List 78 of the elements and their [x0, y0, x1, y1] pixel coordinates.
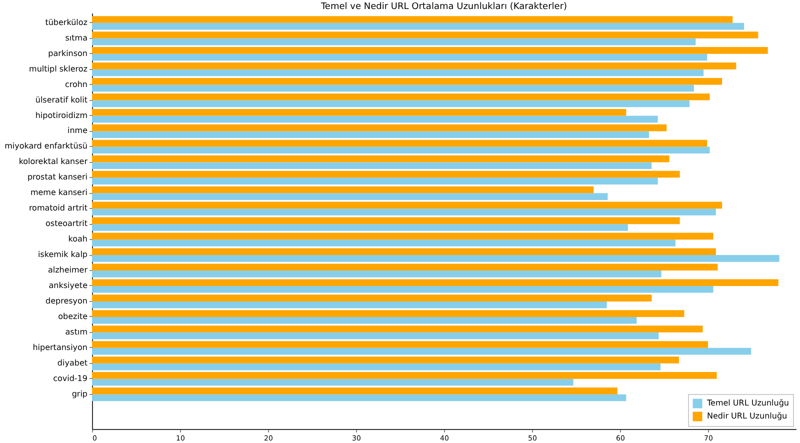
y-tick-label: meme kanseri: [30, 188, 88, 198]
legend-label: Nedir URL Uzunluğu: [707, 412, 788, 420]
bar: [92, 116, 658, 123]
bar: [92, 394, 626, 402]
bar: [92, 47, 768, 54]
y-tick-label: inme: [67, 126, 88, 136]
bar: [92, 294, 652, 302]
y-tick-label: depresyon: [46, 296, 88, 306]
bar: [92, 69, 704, 76]
chart-title: Temel ve Nedir URL Ortalama Uzunlukları (Karakterler): [320, 2, 568, 12]
bar: [92, 155, 670, 162]
bar: [92, 279, 778, 286]
y-tick-label: ülseratif kolit: [35, 95, 88, 104]
bar: [92, 286, 714, 293]
bar: [92, 341, 708, 348]
bar: [92, 388, 618, 394]
bar: [92, 54, 708, 61]
y-tick-label: koah: [68, 234, 88, 244]
bar: [92, 217, 680, 224]
bar: [92, 232, 714, 240]
bar: [92, 170, 680, 178]
bar: [92, 108, 626, 116]
bar: [92, 378, 574, 386]
bar: [92, 162, 652, 169]
bar: [92, 93, 710, 100]
y-tick-label: obezite: [58, 312, 88, 321]
bar: [92, 310, 684, 317]
bar: [92, 78, 722, 85]
bar: [92, 202, 722, 209]
y-tick-label: sıtma: [65, 33, 88, 42]
bar: [92, 100, 690, 108]
bar: [92, 38, 696, 46]
bar: [92, 270, 662, 278]
bar: [92, 363, 660, 370]
y-tick-label: multipl skleroz: [29, 64, 88, 74]
y-tick-label: osteoartrit: [46, 219, 88, 228]
bar: [92, 140, 708, 147]
bar: [92, 326, 703, 332]
bar: [92, 208, 716, 216]
bar: [92, 372, 717, 379]
bar: [92, 316, 637, 324]
y-tick-label: romatoid artrit: [28, 204, 88, 213]
y-tick-label: anksiyete: [48, 281, 88, 290]
bar: [92, 84, 694, 92]
y-tick-label: prostat kanseri: [27, 172, 88, 182]
y-tick-label: parkinson: [48, 48, 88, 58]
bar: [92, 16, 733, 23]
bar: [92, 240, 676, 246]
y-tick-label: covid-19: [53, 374, 88, 383]
y-tick-label: diyabet: [57, 358, 88, 368]
bar: [92, 62, 736, 70]
bar: [92, 332, 659, 340]
y-tick-label: hipertansiyon: [32, 342, 88, 352]
bar: [92, 22, 744, 30]
y-tick-label: hipotiroidizm: [35, 110, 88, 120]
y-tick-label: grip: [72, 389, 88, 398]
bar: [92, 248, 716, 256]
bar: [92, 131, 650, 138]
bar: [92, 301, 607, 308]
y-tick-label: astım: [65, 327, 88, 336]
bar: [92, 356, 679, 364]
bar: [92, 32, 758, 38]
y-tick-label: iskemik kalp: [38, 250, 88, 260]
bar: [92, 186, 594, 194]
bar: [92, 124, 667, 132]
y-tick-label: alzheimer: [48, 266, 88, 275]
bar: [92, 146, 710, 154]
legend-label: Temel URL Uzunluğu: [706, 398, 789, 408]
y-tick-label: miyokard enfarktüsü: [4, 142, 88, 151]
bar: [92, 224, 628, 231]
bar: [92, 264, 718, 271]
bar: [92, 255, 780, 262]
bar: [92, 178, 658, 184]
bar: [92, 348, 752, 355]
y-tick-label: tüberküloz: [45, 18, 88, 27]
y-tick-label: kolorektal kanser: [18, 157, 88, 166]
y-tick-label: crohn: [64, 80, 88, 89]
bar: [92, 193, 608, 200]
